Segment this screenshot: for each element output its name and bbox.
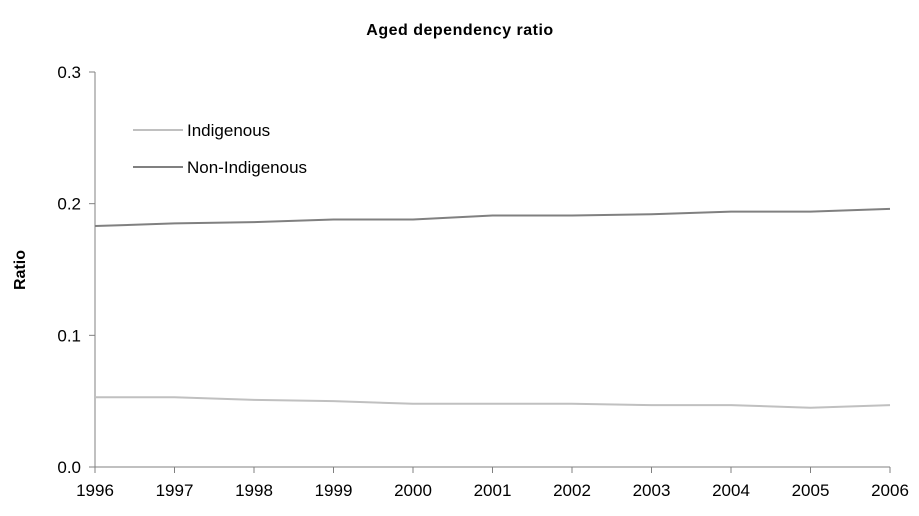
series-line-non-indigenous bbox=[94, 207, 891, 228]
legend: Indigenous Non-Indigenous bbox=[133, 121, 307, 177]
x-tick-label: 1996 bbox=[76, 481, 114, 500]
y-tick-label: 0.3 bbox=[57, 63, 81, 82]
series-line-indigenous bbox=[95, 396, 891, 409]
y-axis-title: Ratio bbox=[12, 250, 29, 290]
chart-title: Aged dependency ratio bbox=[366, 22, 553, 39]
legend-label-non-indigenous: Non-Indigenous bbox=[187, 158, 307, 177]
legend-label-indigenous: Indigenous bbox=[187, 121, 270, 140]
x-tick-label: 2003 bbox=[633, 481, 671, 500]
x-tick-label: 2002 bbox=[553, 481, 591, 500]
x-tick-label: 1999 bbox=[315, 481, 353, 500]
x-tick-label: 2006 bbox=[871, 481, 909, 500]
x-tick-label: 1997 bbox=[156, 481, 194, 500]
x-tick-label: 2000 bbox=[394, 481, 432, 500]
x-tick-label: 2005 bbox=[792, 481, 830, 500]
x-tick-label: 2004 bbox=[712, 481, 750, 500]
y-tick-label: 0.0 bbox=[57, 458, 81, 477]
x-tick-label: 2001 bbox=[474, 481, 512, 500]
x-tick-label: 1998 bbox=[235, 481, 273, 500]
axes: 0.0 0.1 0.2 0.3 1996 1997 1998 1999 2000 2001 2002… bbox=[57, 63, 909, 500]
y-tick-label: 0.1 bbox=[57, 326, 81, 345]
plot-area bbox=[94, 207, 891, 409]
y-tick-label: 0.2 bbox=[57, 195, 81, 214]
